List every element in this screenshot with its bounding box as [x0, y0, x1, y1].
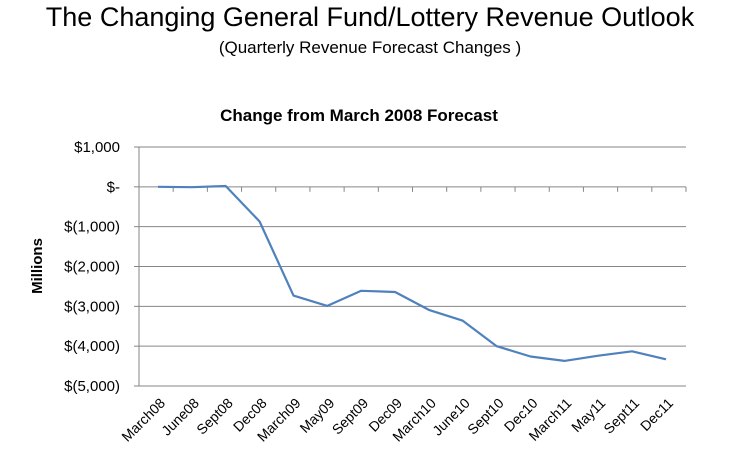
x-tick-label: Sept11 — [600, 395, 642, 437]
x-tick-label: Sept10 — [464, 395, 507, 438]
x-tick-label: Sept09 — [329, 395, 372, 438]
x-tick-label: June08 — [158, 395, 202, 439]
page-title: The Changing General Fund/Lottery Revenu… — [45, 2, 695, 32]
series-layer — [157, 184, 667, 362]
series-line — [157, 184, 667, 362]
y-axis-label: Millions — [29, 238, 46, 294]
x-tick-labels: March08June08Sept08Dec08March09May09Sept… — [118, 395, 676, 445]
gridlines — [139, 146, 686, 387]
x-tick-label: June10 — [429, 395, 473, 439]
x-tick-label: Dec11 — [637, 395, 676, 434]
y-tick-label: $(1,000) — [64, 219, 120, 236]
x-tick-label: Sept08 — [193, 395, 236, 438]
y-tick-label: $(2,000) — [64, 259, 120, 276]
axes — [134, 146, 687, 387]
x-tick-label: March08 — [118, 395, 168, 445]
y-tick-label: $1,000 — [74, 139, 120, 156]
page-subtitle: (Quarterly Revenue Forecast Changes ) — [218, 38, 522, 57]
chart-title: Change from March 2008 Forecast — [220, 106, 498, 125]
y-tick-labels: $1,000 $- $(1,000) $(2,000) $(3,000) $(4,000)… — [64, 139, 120, 395]
y-tick-label: $(5,000) — [64, 378, 120, 395]
y-tick-label: $(3,000) — [64, 298, 120, 315]
y-tick-label: $(4,000) — [64, 338, 120, 355]
y-tick-label: $- — [107, 179, 120, 196]
